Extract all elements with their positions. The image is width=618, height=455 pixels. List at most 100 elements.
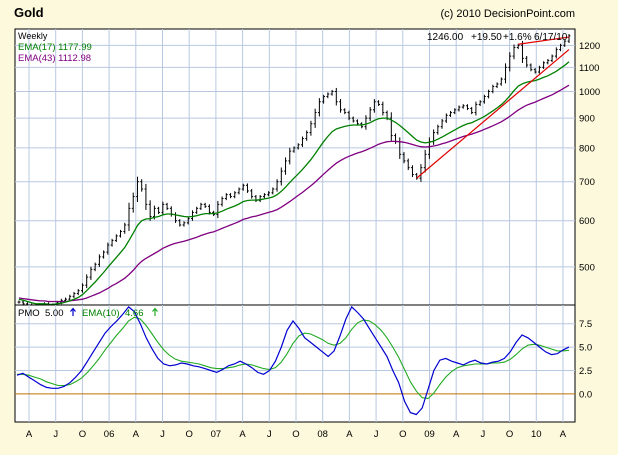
- price-bar: [207, 204, 211, 215]
- x-tick-label: A: [346, 429, 353, 440]
- pmo-legend: PMO 5.00 EMA(10) 4.66: [18, 307, 158, 319]
- x-tick-label: J: [160, 429, 165, 440]
- price-bar: [567, 33, 571, 44]
- quote-change: +19.50: [471, 32, 502, 43]
- pmo-ema-legend-value: 4.66: [125, 308, 144, 319]
- price-bar: [559, 43, 562, 52]
- pmo-plot: [16, 305, 570, 416]
- price-bar: [284, 157, 287, 175]
- pmo-line: [16, 305, 570, 416]
- price-y-tick-label: 1100: [579, 63, 599, 74]
- price-bar: [127, 202, 131, 232]
- price-bar: [250, 188, 254, 199]
- price-bar: [106, 242, 110, 255]
- ema17-legend: EMA(17) 1177.99: [18, 42, 92, 53]
- price-y-tick-label: 800: [579, 143, 595, 154]
- price-bar: [389, 112, 393, 142]
- price-bar: [140, 179, 144, 192]
- quote-date: 6/17/10: [534, 32, 568, 43]
- price-bar: [453, 108, 457, 115]
- price-bar: [334, 87, 338, 106]
- price-bar: [372, 99, 376, 113]
- price-bar: [554, 47, 558, 59]
- price-bar: [537, 65, 541, 74]
- price-bar: [271, 187, 275, 195]
- price-bar: [550, 54, 554, 63]
- x-axis: A J O 06 A J O 07 A J O 08 A J O 09 A J O 10 A: [26, 429, 567, 440]
- x-tick-label: A: [133, 429, 140, 440]
- price-bar: [339, 99, 342, 113]
- pmo-y-tick-label: 5.0: [579, 343, 592, 354]
- price-bar: [419, 164, 423, 182]
- price-bar: [199, 202, 203, 210]
- price-bar: [237, 187, 241, 195]
- price-bar: [508, 52, 512, 72]
- x-tick-label: A: [453, 429, 460, 440]
- price-bar: [368, 106, 372, 122]
- ema17-line: [18, 61, 570, 306]
- price-bar: [461, 104, 465, 109]
- price-bar: [275, 179, 279, 192]
- price-bar: [470, 106, 474, 115]
- x-tick-label: 07: [211, 429, 222, 440]
- price-bar: [457, 105, 461, 112]
- x-tick-label: O: [506, 429, 513, 440]
- price-bar: [136, 176, 139, 203]
- price-bar: [114, 234, 118, 243]
- price-bar: [478, 100, 482, 107]
- x-tick-label: 10: [531, 429, 542, 440]
- pmo-ema-legend-label: EMA(10): [82, 308, 119, 319]
- price-bar: [216, 200, 220, 219]
- quote-price: 1246.00: [427, 32, 464, 43]
- pmo-y-tick-label: 7.5: [579, 319, 592, 330]
- price-bar: [72, 291, 76, 298]
- price-y-axis: 500 600 700 800 900 1000 1100 1200: [579, 41, 600, 274]
- price-bar: [322, 94, 326, 104]
- price-bar: [301, 136, 304, 147]
- support-trendline: [416, 49, 570, 179]
- price-bar: [546, 58, 550, 65]
- price-bar: [131, 192, 135, 213]
- price-bar: [296, 143, 300, 150]
- price-bar: [123, 222, 127, 234]
- price-bar: [381, 101, 385, 116]
- quote-readout: 1246.00 +19.50 +1.6% 6/17/10: [427, 32, 568, 43]
- x-tick-label: A: [26, 429, 33, 440]
- price-bar: [377, 100, 381, 107]
- pmo-y-tick-label: 0.0: [579, 389, 592, 400]
- price-y-tick-label: 1000: [579, 87, 600, 98]
- x-tick-label: O: [292, 429, 299, 440]
- price-bar: [165, 202, 169, 210]
- price-bar: [241, 183, 245, 191]
- chart-title: Gold: [14, 5, 44, 20]
- x-tick-label: J: [267, 429, 272, 440]
- price-bar: [89, 266, 93, 280]
- price-y-tick-label: 500: [579, 262, 595, 273]
- price-bar: [317, 98, 321, 117]
- price-bar: [474, 101, 478, 116]
- price-bar: [521, 40, 524, 64]
- price-y-tick-label: 600: [579, 216, 595, 227]
- price-bar: [93, 262, 97, 272]
- price-bar: [220, 196, 224, 207]
- x-tick-label: J: [481, 429, 486, 440]
- price-bar: [495, 82, 499, 89]
- price-bar: [102, 250, 106, 259]
- x-tick-label: O: [79, 429, 86, 440]
- price-bar: [449, 110, 452, 117]
- x-tick-label: 09: [424, 429, 435, 440]
- pmo-y-axis: 0.0 2.5 5.0 7.5: [579, 319, 592, 400]
- quote-pct: +1.6%: [503, 32, 532, 43]
- price-bar: [161, 201, 165, 216]
- price-bar: [110, 238, 114, 247]
- price-y-tick-label: 1200: [579, 41, 600, 52]
- price-bar: [81, 283, 84, 293]
- price-bar: [233, 191, 237, 199]
- price-bar: [186, 217, 190, 225]
- price-bar: [347, 110, 351, 121]
- ema43-line: [18, 84, 570, 303]
- pmo-ema-up-arrow-icon: [152, 307, 158, 316]
- x-tick-label: A: [560, 429, 567, 440]
- price-bar: [309, 120, 313, 136]
